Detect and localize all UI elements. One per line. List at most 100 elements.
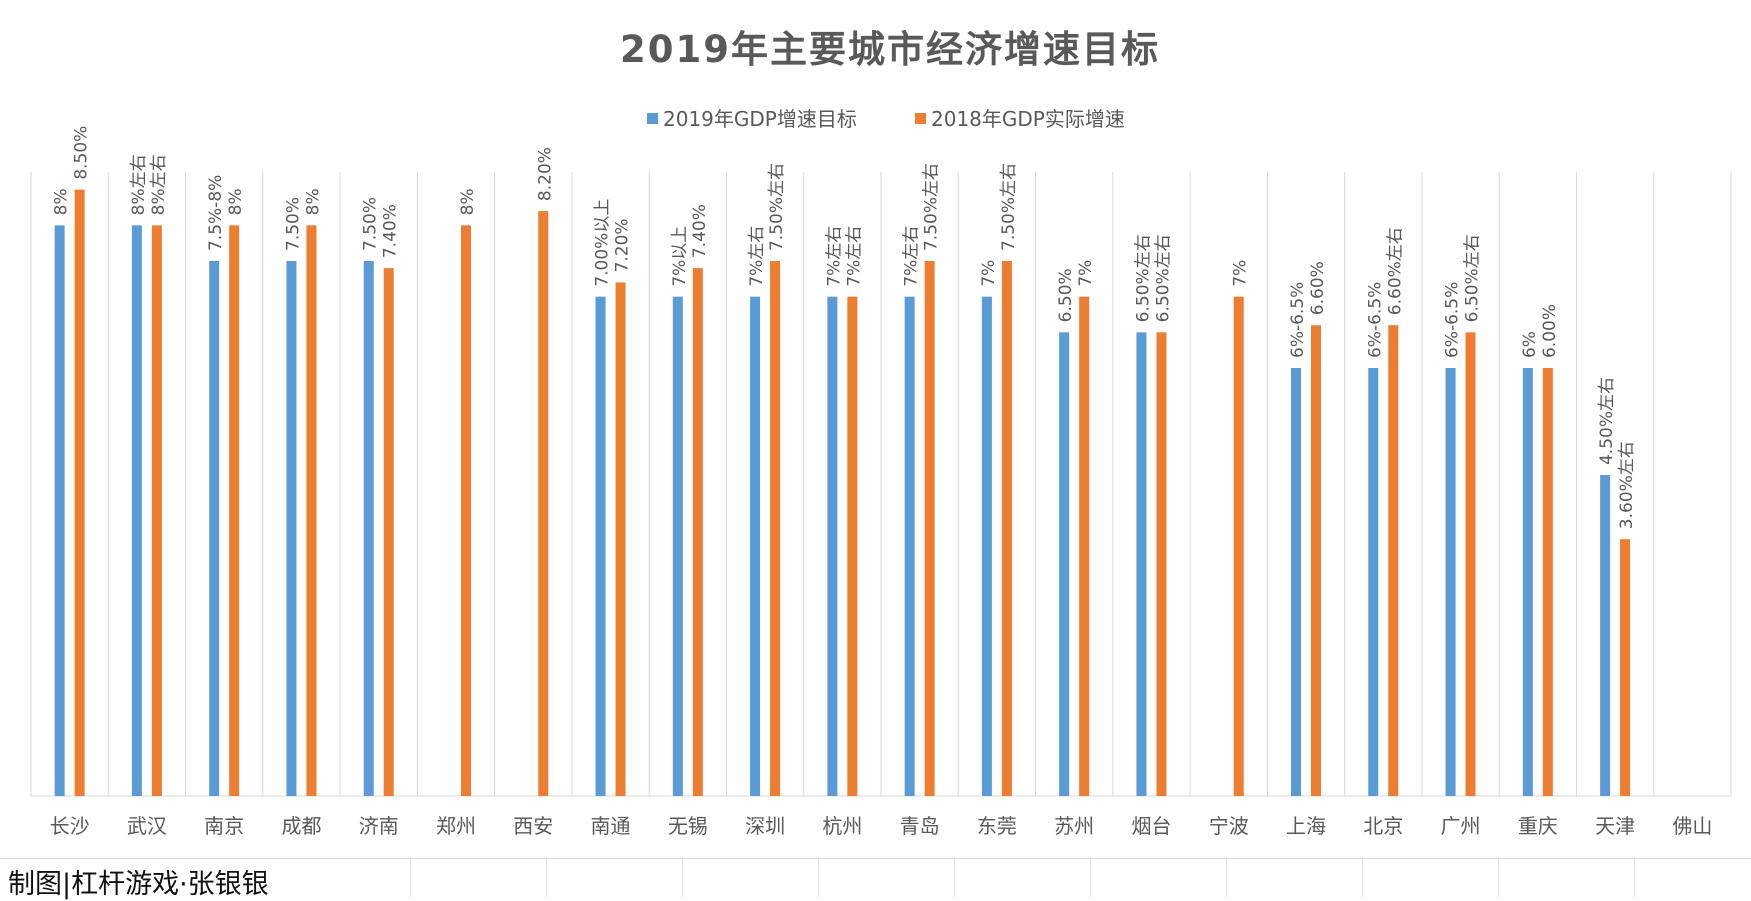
legend-swatch-actual (915, 113, 926, 124)
bar-actual (538, 211, 549, 797)
x-tick-label: 广州 (1441, 814, 1481, 838)
data-label: 6.50% (1056, 268, 1076, 322)
bar-actual (1620, 539, 1631, 796)
data-label: 7.50% (283, 197, 303, 251)
bar-target (1136, 332, 1147, 796)
legend-label-actual: 2018年GDP实际增速 (931, 107, 1125, 131)
x-tick-label: 宁波 (1209, 814, 1249, 838)
bar-target (1522, 368, 1533, 796)
bar-target (286, 261, 297, 796)
bar-chart: 2019年主要城市经济增速目标 2019年GDP增速目标 2018年GDP实际增… (30, 28, 1732, 838)
data-label: 6.00% (1540, 304, 1560, 358)
data-label: 6.50%左右 (1153, 234, 1173, 322)
credit-text: 制图|杠杆游戏·张银银 (8, 869, 269, 900)
data-label: 6%-6.5% (1443, 282, 1463, 358)
data-label: 6% (1520, 331, 1540, 358)
x-tick-label: 苏州 (1054, 814, 1094, 838)
x-tick-label: 郑州 (436, 814, 476, 838)
x-tick-label: 长沙 (50, 814, 90, 838)
bar-actual (1001, 261, 1012, 796)
bar-actual (770, 261, 781, 796)
bar-actual (1233, 296, 1244, 796)
bar-actual (1311, 325, 1321, 796)
data-label: 6%-6.5% (1365, 282, 1385, 358)
data-label: 7.20% (613, 218, 633, 272)
x-tick-label: 上海 (1286, 814, 1326, 838)
x-tick-label: 武汉 (127, 814, 167, 838)
sheet-gridline (1634, 859, 1635, 898)
chart-title: 2019年主要城市经济增速目标 (620, 28, 1160, 71)
data-label: 8% (52, 188, 72, 215)
data-label: 6.50%左右 (1463, 234, 1483, 322)
bar-target (54, 225, 65, 797)
sheet-gridline (818, 859, 819, 898)
data-label: 8% (303, 188, 323, 215)
data-label: 8%左右 (149, 154, 169, 215)
x-tick-label: 北京 (1363, 814, 1403, 838)
bar-target (131, 225, 142, 797)
data-label: 6.60% (1308, 261, 1328, 315)
data-label: 6%-6.5% (1288, 282, 1308, 358)
data-label: 7.40% (381, 204, 401, 258)
x-axis-ticks: 长沙 武汉 南京 成都 济南 郑州 西安 南通 无锡 深圳 杭州 青岛 东莞 苏州 烟台 宁波 上海 北京 广州 重庆… (50, 814, 1713, 838)
sheet-gridline (1090, 859, 1091, 898)
data-label: 7% (1076, 260, 1096, 287)
data-label: 7.00%以上 (593, 199, 613, 287)
bar-actual (461, 225, 471, 797)
bar-target (1291, 368, 1301, 796)
legend-swatch-target (647, 113, 658, 124)
sheet-gridline (1498, 859, 1499, 898)
data-label: 7.50% (361, 197, 381, 251)
bar-actual (1388, 325, 1399, 796)
x-tick-label: 南通 (591, 814, 631, 838)
data-label: 7.50%左右 (999, 163, 1019, 251)
sheet-gridline (682, 859, 683, 898)
data-label: 6.60%左右 (1385, 227, 1405, 315)
data-label: 6.50%左右 (1133, 234, 1153, 322)
x-tick-label: 重庆 (1518, 814, 1558, 838)
bar-actual (1465, 332, 1476, 796)
data-label: 7%左右 (747, 226, 767, 287)
bar-actual (306, 225, 317, 797)
data-label: 8.50% (72, 126, 92, 180)
bar-target (1368, 368, 1379, 796)
data-label: 7% (1231, 260, 1251, 287)
bar-target (1059, 332, 1070, 796)
sheet-gridline (1362, 859, 1363, 898)
gridlines (30, 172, 1732, 796)
data-labels: 8%8.50%8%左右 8%左右 7.5%-8% 8% 7.50% 8% 7.50% 7.40… (52, 126, 1637, 530)
x-tick-label: 烟台 (1131, 814, 1171, 838)
bar-actual (383, 268, 394, 797)
bar-actual (1542, 368, 1553, 796)
bar-actual (615, 282, 626, 796)
data-label: 7% (979, 260, 999, 287)
bar-target (827, 296, 838, 796)
bar-actual (229, 225, 240, 797)
spreadsheet-footer-row: 制图|杠杆游戏·张银银 (0, 858, 1751, 900)
bar-actual (151, 225, 162, 797)
data-label: 8.20% (535, 147, 555, 201)
bar-actual (847, 296, 858, 796)
bar-target (981, 296, 992, 796)
data-label: 7.50%左右 (767, 163, 787, 251)
bar-actual (924, 261, 935, 796)
data-label: 7%左右 (844, 226, 864, 287)
data-label: 8% (458, 188, 478, 215)
bar-target (904, 296, 915, 796)
sheet-gridline (1226, 859, 1227, 898)
x-tick-label: 西安 (513, 814, 553, 838)
bar-target (1445, 368, 1456, 796)
bar-target (750, 296, 761, 796)
bars (54, 189, 1631, 797)
x-tick-label: 佛山 (1672, 814, 1712, 838)
x-tick-label: 东莞 (977, 814, 1017, 838)
data-label: 7%左右 (824, 226, 844, 287)
data-label: 3.60%左右 (1617, 441, 1637, 529)
bar-actual (1156, 332, 1167, 796)
data-label: 4.50%左右 (1597, 377, 1617, 465)
x-tick-label: 深圳 (745, 814, 785, 838)
x-tick-label: 南京 (204, 814, 244, 838)
bar-target (595, 296, 606, 796)
bar-actual (1079, 296, 1090, 796)
data-label: 7%以上 (670, 226, 690, 287)
